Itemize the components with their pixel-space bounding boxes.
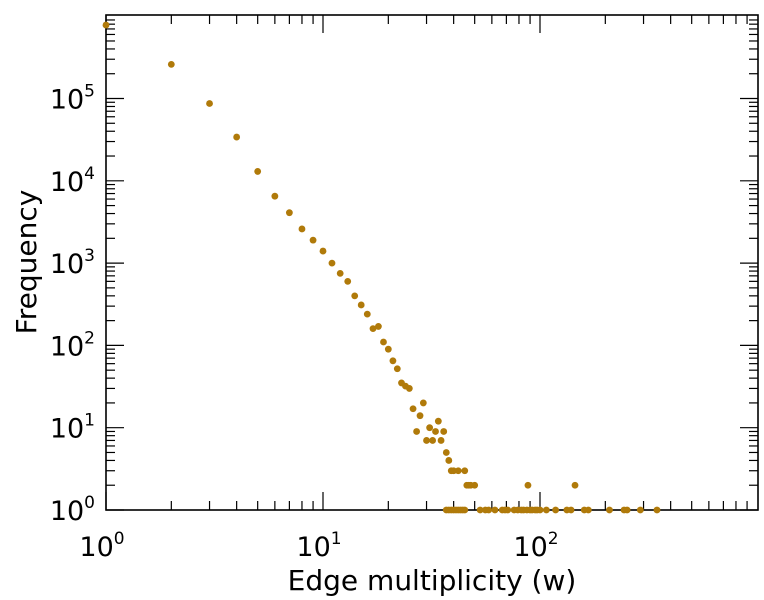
x-tick-label: 100 [79,529,124,563]
data-point [419,399,427,407]
data-point [393,365,401,373]
data-point [454,467,462,475]
data-point [409,405,417,413]
data-point [584,506,592,514]
data-point [254,168,262,175]
y-tick-labels: 100 101 102 103 104 105 [50,82,95,528]
data-point [429,437,437,444]
data-point [432,428,439,435]
y-tick-label: 104 [50,164,95,198]
y-tick-label: 105 [50,82,95,116]
x-tick-labels: 100 101 102 [79,529,558,563]
x-axis-label: Edge multiplicity (w) [288,564,577,597]
data-point [233,133,241,141]
data-point [437,437,445,444]
plot-frame [105,14,759,511]
data-point [491,506,499,514]
data-point [374,323,382,330]
data-point [471,481,479,489]
data-point [623,506,631,514]
data-point [423,437,430,444]
data-point [552,506,559,514]
data-point [389,357,397,365]
data-point [363,310,371,318]
data-point [298,225,306,233]
data-point [405,385,413,392]
y-tick-label: 101 [50,411,95,445]
data-point [461,506,469,514]
y-tick-label: 102 [50,328,95,362]
data-point [571,481,579,489]
data-points [102,21,661,514]
data-point [413,428,421,435]
data-point [542,506,550,514]
data-point [442,449,450,456]
x-tick-label: 101 [296,529,341,563]
data-point [206,100,213,107]
data-point [606,506,613,514]
data-point [285,209,293,217]
data-point [426,424,434,432]
data-point [476,506,484,514]
data-point [271,192,279,200]
data-point [485,506,493,514]
y-tick-label: 103 [50,246,95,280]
data-point [309,236,317,244]
data-point [653,506,661,514]
x-tick-label: 102 [513,529,558,563]
data-point [336,269,344,277]
data-point [434,417,442,425]
data-point [351,292,359,300]
tick-marks [105,15,758,511]
data-point [344,277,352,285]
data-point [328,259,336,267]
data-point [167,60,175,68]
data-point [445,457,453,464]
data-point [384,345,392,353]
data-point [567,506,575,514]
data-point [369,325,377,333]
data-point [504,506,512,514]
data-point [416,412,424,420]
data-point [524,481,532,489]
y-tick-label: 100 [50,493,95,527]
data-point [461,467,469,475]
data-point [357,301,365,309]
data-point [636,506,644,514]
y-axis-label: Frequency [10,190,43,335]
data-point [380,338,387,346]
data-point [102,21,110,29]
data-point [536,506,544,514]
data-point [440,428,448,435]
data-point [319,247,327,255]
